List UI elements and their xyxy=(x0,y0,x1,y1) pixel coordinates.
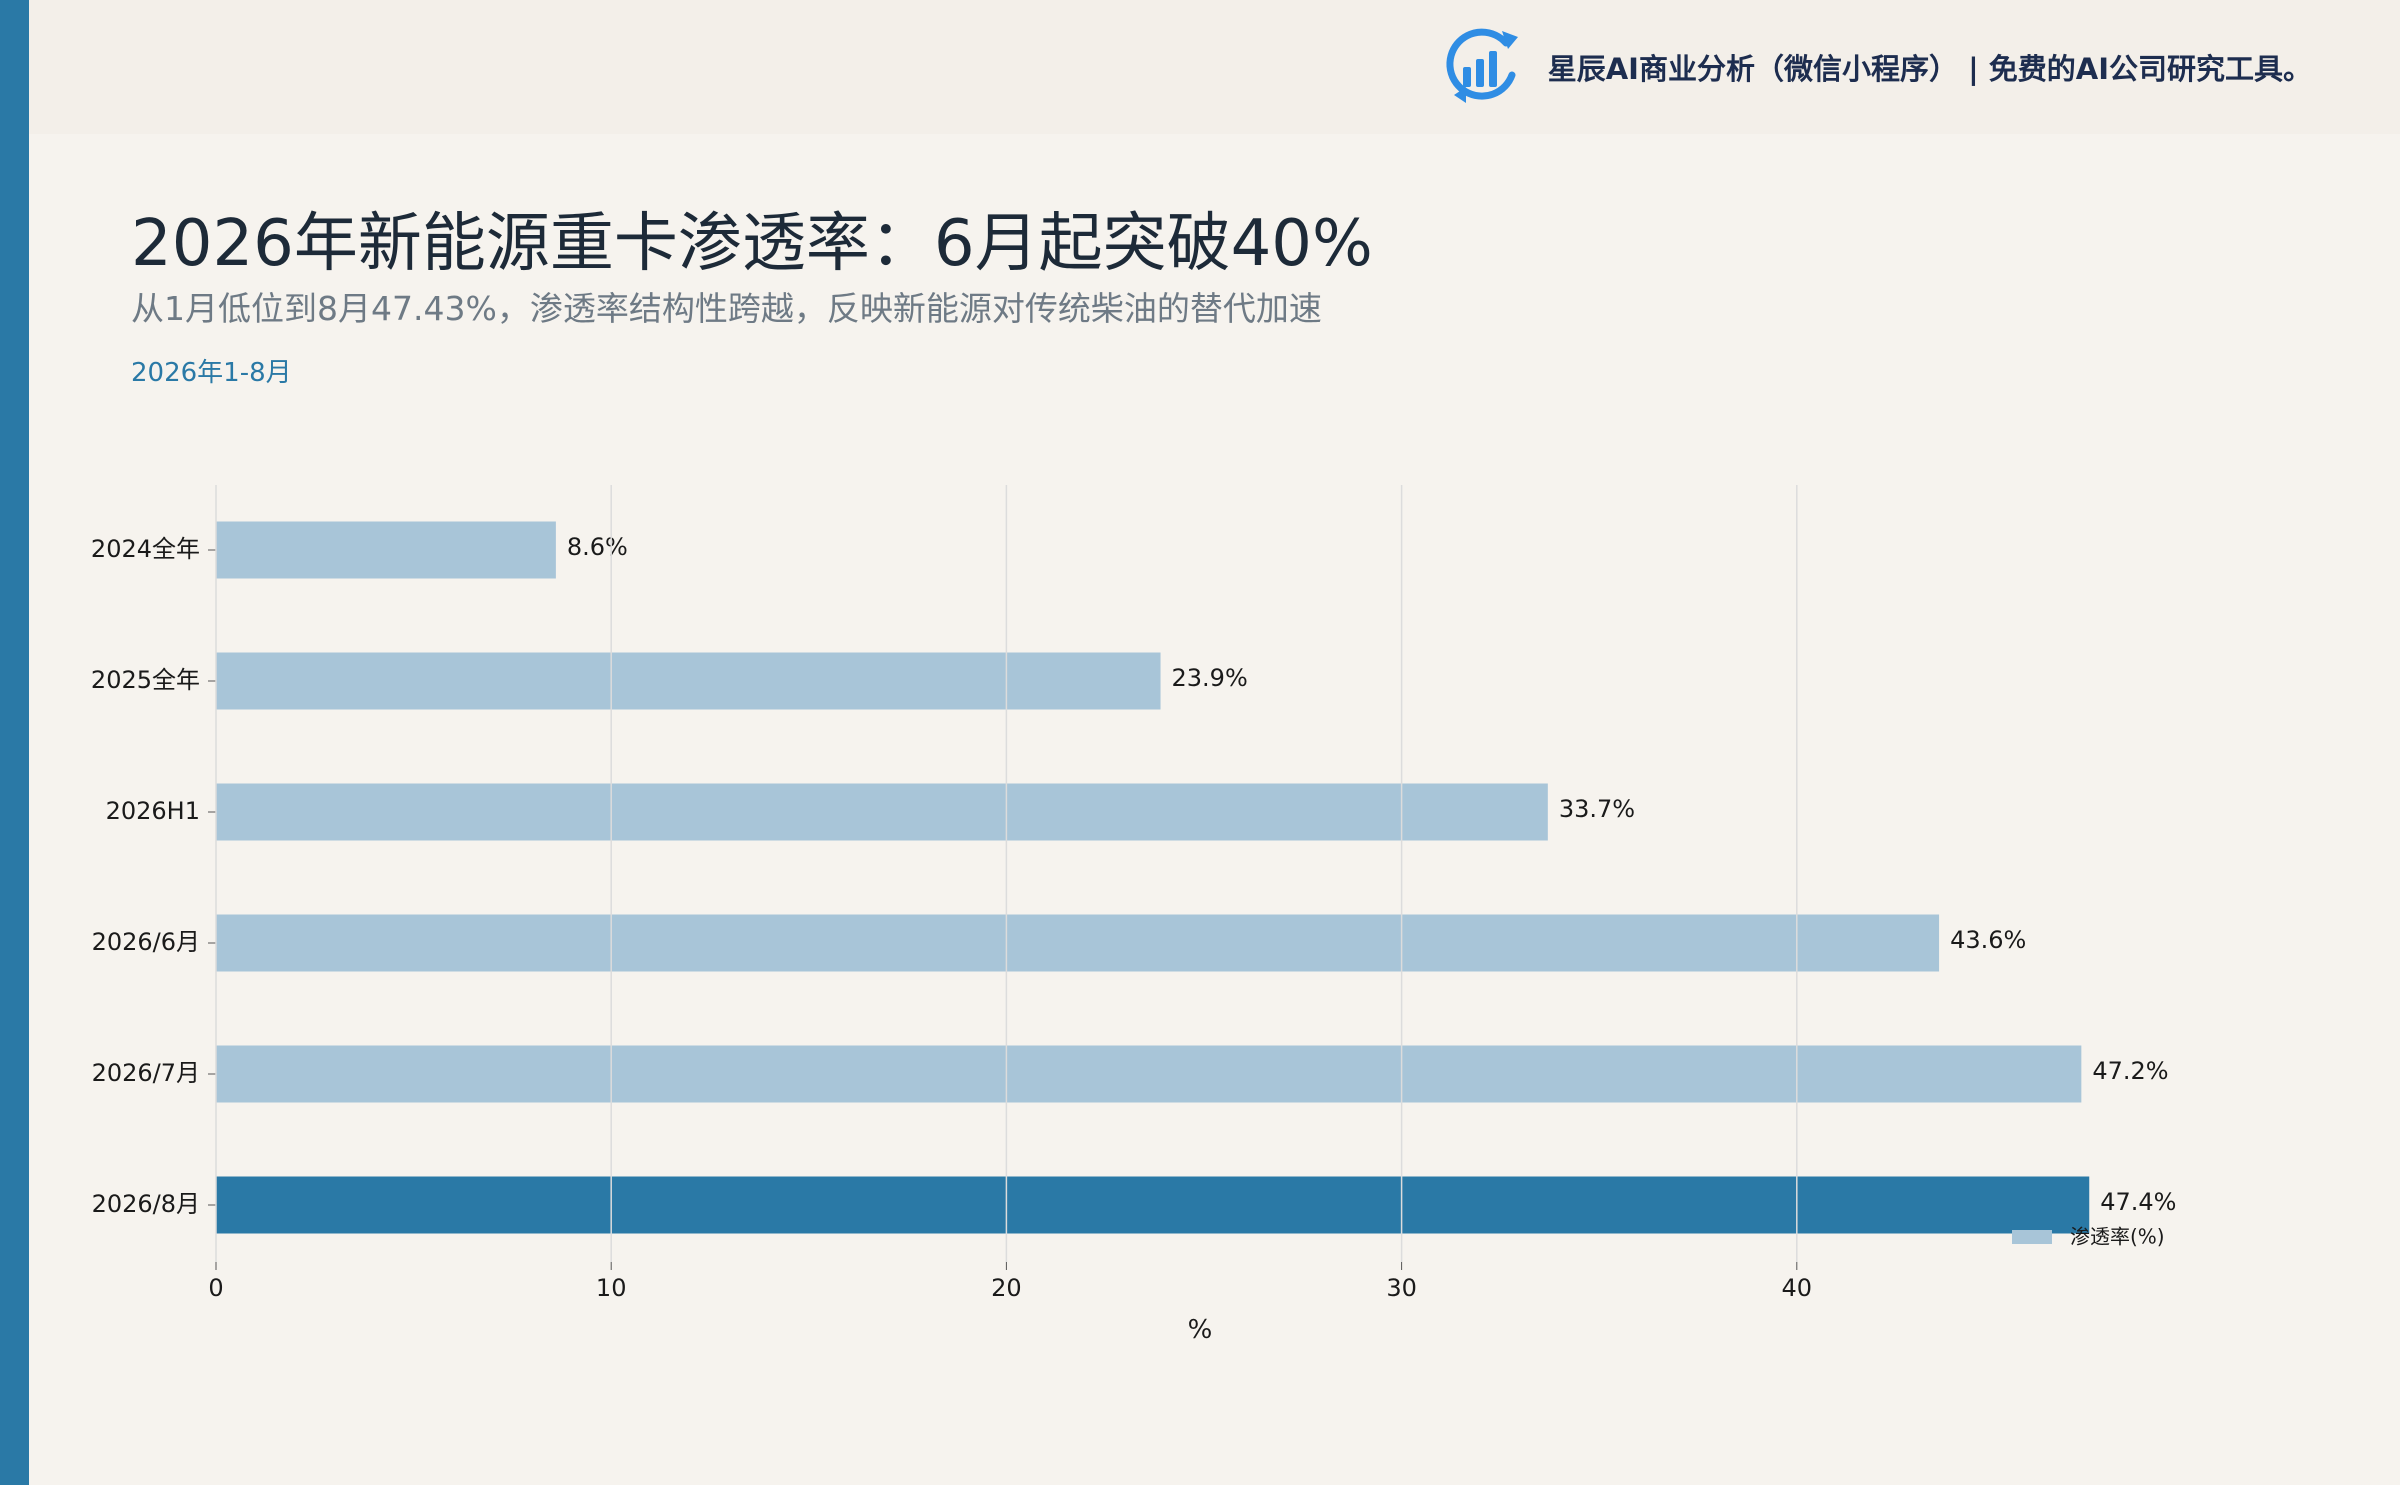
category-tick-label: 2024全年 xyxy=(91,535,200,563)
bar-chart-circle-icon xyxy=(1446,28,1518,103)
data-label: 33.7% xyxy=(1559,795,1635,823)
bar xyxy=(216,783,1548,841)
category-tick-label: 2026/6月 xyxy=(92,928,200,956)
brand: 星辰AI商业分析（微信小程序） | 免费的AI公司研究工具。 xyxy=(1444,22,2312,112)
category-tick-label: 2026/8月 xyxy=(92,1190,200,1218)
x-tick-label: 10 xyxy=(596,1274,627,1302)
category-tick-label: 2026/7月 xyxy=(92,1059,200,1087)
data-label: 23.9% xyxy=(1172,664,1248,692)
x-tick-label: 40 xyxy=(1782,1274,1813,1302)
x-tick-label: 0 xyxy=(208,1274,223,1302)
data-label: 47.4% xyxy=(2100,1188,2176,1216)
period-label: 2026年1-8月 xyxy=(131,358,292,388)
data-label: 8.6% xyxy=(567,533,628,561)
x-tick-label: 20 xyxy=(991,1274,1022,1302)
legend-label: 渗透率(%) xyxy=(2070,1225,2165,1249)
x-axis-label: % xyxy=(1188,1315,1213,1345)
page-title: 2026年新能源重卡渗透率：6月起突破40% xyxy=(131,207,1373,281)
data-label: 43.6% xyxy=(1950,926,2026,954)
legend-swatch xyxy=(2012,1230,2052,1244)
left-accent-bar xyxy=(0,0,29,1485)
brand-text: 星辰AI商业分析（微信小程序） | 免费的AI公司研究工具。 xyxy=(1547,52,2312,86)
category-tick-label: 2026H1 xyxy=(106,797,200,825)
data-label: 47.2% xyxy=(2092,1057,2168,1085)
bar xyxy=(216,914,1940,972)
bar xyxy=(216,1176,2090,1234)
bar xyxy=(216,652,1161,710)
x-tick-label: 30 xyxy=(1386,1274,1417,1302)
page-subtitle: 从1月低位到8月47.43%，渗透率结构性跨越，反映新能源对传统柴油的替代加速 xyxy=(131,289,1322,328)
header-bar: 星辰AI商业分析（微信小程序） | 免费的AI公司研究工具。 xyxy=(29,0,2400,134)
category-tick-label: 2025全年 xyxy=(91,666,200,694)
bar xyxy=(216,1045,2082,1103)
bar xyxy=(216,521,556,579)
